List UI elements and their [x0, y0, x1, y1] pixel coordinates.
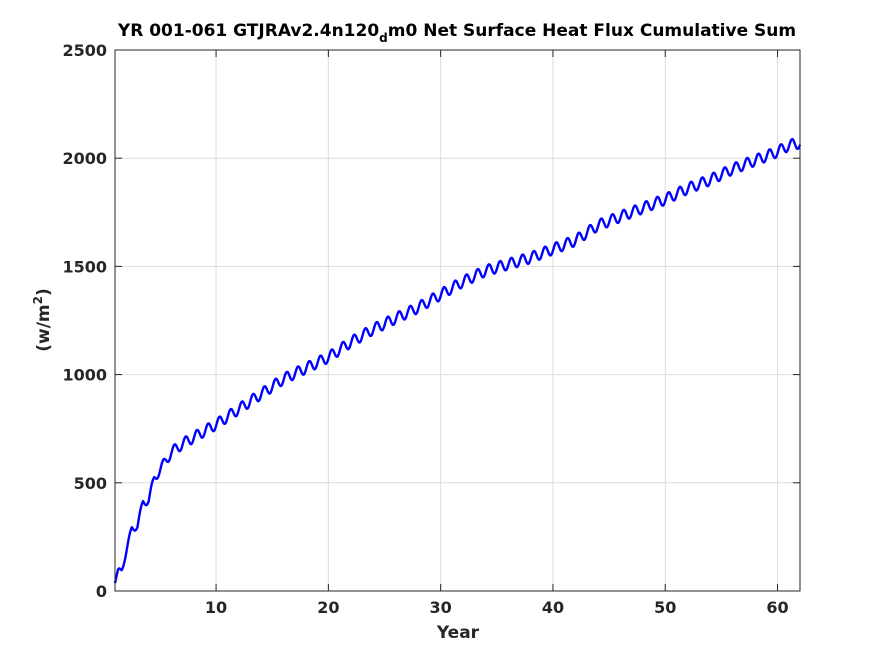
y-tick-label: 500	[74, 474, 107, 493]
x-tick-label: 40	[542, 598, 564, 617]
x-tick-label: 30	[430, 598, 452, 617]
title-subscript: d	[379, 31, 388, 45]
x-tick-label: 10	[205, 598, 227, 617]
y-tick-label: 0	[96, 582, 107, 601]
ylabel-base: (w/m	[34, 304, 54, 351]
x-tick-label: 50	[654, 598, 676, 617]
ylabel-sup: 2	[31, 296, 45, 304]
y-axis-label: (w/m2)	[31, 288, 54, 352]
ylabel-end: )	[34, 288, 54, 296]
series-layer	[113, 137, 802, 584]
plot-area	[115, 50, 800, 591]
y-tick-label: 1500	[62, 257, 107, 276]
chart-title: YR 001-061 GTJRAv2.4n120dm0 Net Surface …	[117, 21, 796, 45]
y-tick-label: 2000	[62, 149, 107, 168]
x-axis-label: Year	[436, 623, 480, 643]
x-tick-label: 60	[766, 598, 788, 617]
y-tick-label: 2500	[62, 41, 107, 60]
title-rest: m0 Net Surface Heat Flux Cumulative Sum	[388, 21, 796, 41]
y-tick-label: 1000	[62, 366, 107, 385]
grid	[115, 50, 800, 591]
axes-box	[114, 49, 801, 592]
ticks: 10 20 30 40 50 60 0 500 1000 1500 2000 2500	[62, 41, 800, 617]
title-main: YR 001-061 GTJRAv2.4n120	[117, 21, 379, 41]
series-line	[113, 137, 802, 584]
x-tick-label: 20	[317, 598, 339, 617]
